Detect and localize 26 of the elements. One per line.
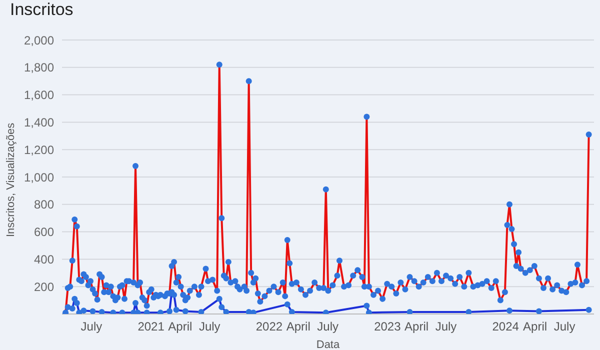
y-tick-label: 600	[34, 225, 54, 240]
x-tick-label: 2024	[492, 320, 520, 334]
x-tick-label: 2023	[374, 320, 402, 334]
x-tick-label: 2022	[256, 320, 283, 334]
y-tick-label: 1,400	[24, 115, 54, 130]
x-tick-label: July	[435, 320, 457, 334]
y-tick-label: 1,000	[24, 170, 54, 184]
x-axis-title: Data	[316, 339, 340, 350]
x-tick-label: April	[286, 320, 310, 334]
x-tick-label: 2021	[138, 320, 165, 334]
y-axis-title: Inscritos, Visualizações	[4, 122, 17, 237]
x-tick-label: July	[80, 320, 102, 334]
x-tick-label: July	[198, 320, 220, 334]
y-tick-label: 800	[34, 198, 54, 212]
y-tick-label: 1,600	[24, 88, 54, 102]
x-tick-label: July	[554, 320, 576, 334]
x-tick-label: April	[404, 320, 429, 334]
y-tick-label: 1,800	[24, 60, 54, 75]
chart-title: Inscritos	[10, 0, 74, 20]
y-tick-label: 200	[34, 280, 54, 294]
y-tick-label: 400	[34, 252, 54, 266]
y-tick-label: 1,200	[24, 142, 54, 157]
y-tick-label: 2,000	[24, 33, 54, 48]
x-tick-label: July	[317, 320, 339, 334]
x-tick-label: April	[168, 320, 192, 334]
x-tick-label: April	[523, 320, 548, 334]
